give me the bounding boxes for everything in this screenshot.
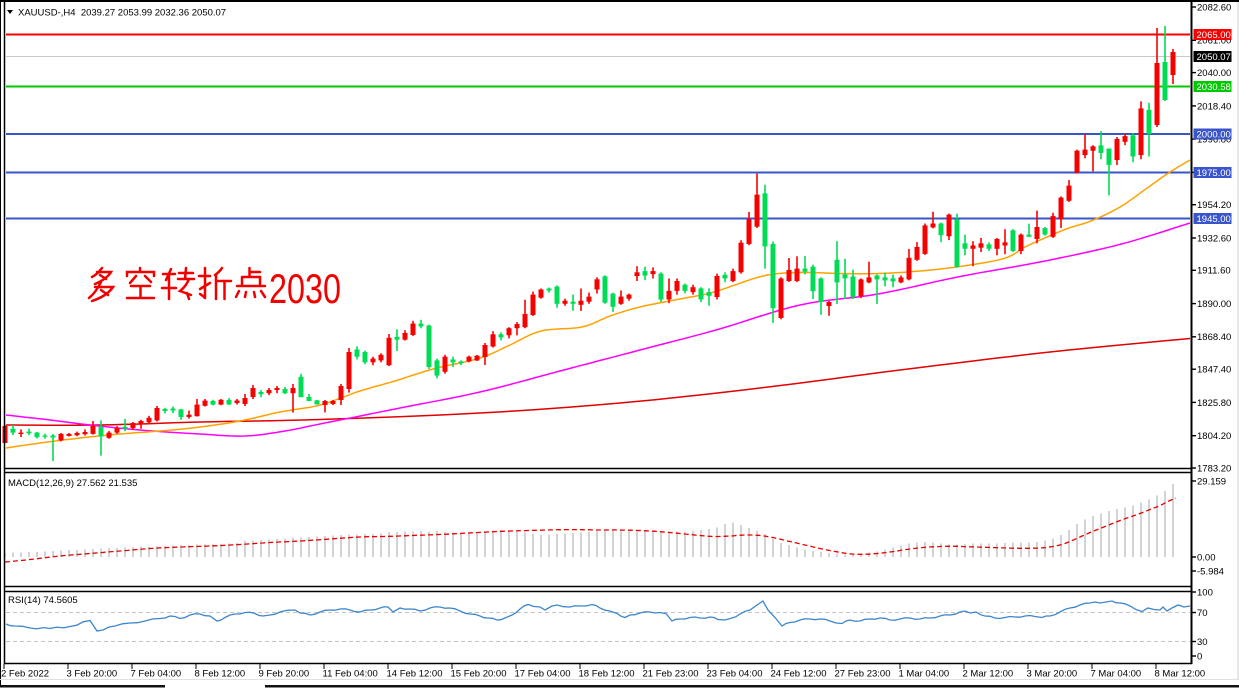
svg-text:2 Mar 12:00: 2 Mar 12:00	[963, 669, 1014, 680]
svg-text:0: 0	[1197, 651, 1202, 662]
svg-text:14 Feb 12:00: 14 Feb 12:00	[387, 669, 443, 680]
svg-text:2065.00: 2065.00	[1197, 30, 1231, 41]
svg-text:7 Feb 04:00: 7 Feb 04:00	[131, 669, 182, 680]
svg-text:1868.40: 1868.40	[1197, 332, 1231, 343]
svg-text:2030: 2030	[269, 265, 341, 312]
svg-text:15 Feb 20:00: 15 Feb 20:00	[451, 669, 507, 680]
svg-text:1911.60: 1911.60	[1197, 266, 1231, 277]
svg-text:1825.80: 1825.80	[1197, 398, 1231, 409]
svg-text:27 Feb 23:00: 27 Feb 23:00	[835, 669, 891, 680]
svg-text:2030.58: 2030.58	[1197, 82, 1231, 93]
svg-text:1932.60: 1932.60	[1197, 233, 1231, 244]
svg-text:21 Feb 23:00: 21 Feb 23:00	[643, 669, 699, 680]
svg-text:23 Feb 04:00: 23 Feb 04:00	[707, 669, 763, 680]
svg-text:1 Mar 04:00: 1 Mar 04:00	[899, 669, 950, 680]
svg-text:0.00: 0.00	[1197, 552, 1216, 563]
svg-text:11 Feb 04:00: 11 Feb 04:00	[323, 669, 378, 680]
svg-text:2040.00: 2040.00	[1197, 68, 1231, 79]
svg-text:8 Mar 12:00: 8 Mar 12:00	[1155, 669, 1206, 680]
svg-text:1847.40: 1847.40	[1197, 365, 1231, 376]
svg-text:1996.80: 1996.80	[1197, 135, 1231, 146]
svg-text:70: 70	[1197, 608, 1208, 619]
svg-text:1804.20: 1804.20	[1197, 431, 1231, 442]
svg-text:1890.00: 1890.00	[1197, 299, 1231, 310]
svg-text:2000.00: 2000.00	[1197, 130, 1231, 141]
svg-text:30: 30	[1197, 637, 1208, 648]
svg-text:2018.40: 2018.40	[1197, 101, 1231, 112]
svg-text:1975.00: 1975.00	[1197, 168, 1231, 179]
svg-text:2050.07: 2050.07	[1197, 52, 1231, 63]
svg-text:2061.00: 2061.00	[1197, 36, 1231, 47]
svg-text:100: 100	[1197, 587, 1213, 598]
svg-text:24 Feb 12:00: 24 Feb 12:00	[771, 669, 827, 680]
svg-text:29.159: 29.159	[1197, 476, 1226, 487]
svg-text:-5.984: -5.984	[1197, 566, 1224, 577]
svg-text:1945.00: 1945.00	[1197, 214, 1231, 225]
svg-text:XAUUSD-,H4 2039.27 2053.99 20: XAUUSD-,H4 2039.27 2053.99 2032.36 2050.…	[18, 8, 226, 19]
svg-text:17 Feb 04:00: 17 Feb 04:00	[515, 669, 571, 680]
svg-text:3 Feb 20:00: 3 Feb 20:00	[67, 669, 118, 680]
svg-text:RSI(14) 74.5605: RSI(14) 74.5605	[8, 595, 78, 606]
svg-text:18 Feb 12:00: 18 Feb 12:00	[579, 669, 635, 680]
svg-text:8 Feb 12:00: 8 Feb 12:00	[195, 669, 246, 680]
svg-text:1783.20: 1783.20	[1197, 463, 1231, 474]
svg-text:3 Mar 20:00: 3 Mar 20:00	[1027, 669, 1078, 680]
svg-text:1954.20: 1954.20	[1197, 200, 1231, 211]
svg-text:7 Mar 04:00: 7 Mar 04:00	[1091, 669, 1142, 680]
svg-text:2 Feb 2022: 2 Feb 2022	[1, 669, 49, 680]
svg-text:2082.60: 2082.60	[1197, 2, 1231, 13]
svg-text:MACD(12,26,9) 27.562 21.535: MACD(12,26,9) 27.562 21.535	[8, 478, 137, 489]
svg-text:9 Feb 20:00: 9 Feb 20:00	[259, 669, 310, 680]
